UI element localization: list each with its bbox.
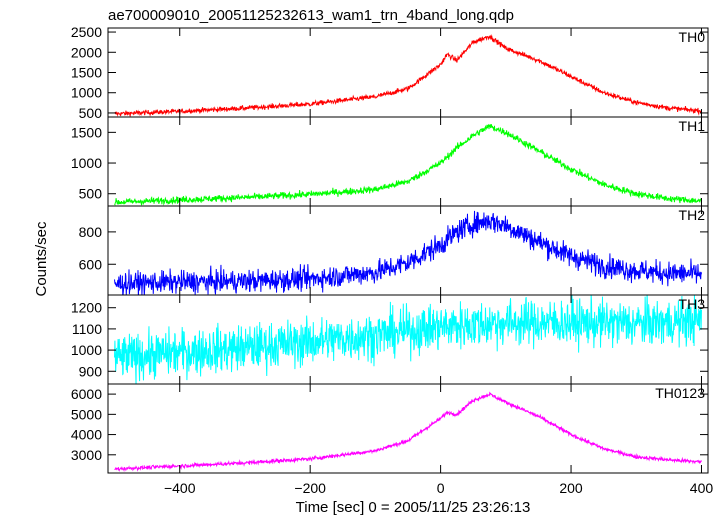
chart-title: ae700009010_20051125232613_wam1_trn_4ban… xyxy=(108,7,514,24)
y-tick-label: 1000 xyxy=(71,85,102,101)
x-tick-label: 0 xyxy=(437,480,445,496)
y-tick-label: 500 xyxy=(79,186,103,202)
y-tick-label: 5000 xyxy=(71,406,102,422)
y-tick-label: 1100 xyxy=(72,321,102,337)
panel-frame xyxy=(107,27,709,118)
y-tick-label: 900 xyxy=(79,363,103,379)
series-line-th3 xyxy=(114,295,702,384)
series-line-th0123 xyxy=(114,391,702,473)
panel-th3: 900 1000 1100 1200 TH3 xyxy=(71,294,709,385)
series-line-th0 xyxy=(114,34,702,117)
series-line-th2 xyxy=(114,210,702,295)
y-tick-label: 600 xyxy=(79,256,103,272)
y-tick-label: 1000 xyxy=(71,155,102,171)
x-tick-label: −200 xyxy=(294,480,326,496)
y-axis-label: Counts/sec xyxy=(33,221,50,297)
panel-label: TH3 xyxy=(679,296,706,312)
panel-label: TH0123 xyxy=(655,385,705,401)
panel-label: TH0 xyxy=(679,29,706,45)
panel-th1: 500 1000 1500 TH1 xyxy=(71,116,709,207)
y-tick-label: 800 xyxy=(79,224,103,240)
y-tick-label: 2500 xyxy=(71,24,102,40)
panel-th0: 500 1000 1500 2000 2500 TH0 xyxy=(71,24,709,121)
y-tick-label: 500 xyxy=(79,105,103,121)
y-tick-label: 1000 xyxy=(71,342,102,358)
y-tick-label: 1500 xyxy=(71,124,102,140)
panel-frame xyxy=(107,294,709,385)
panels-group: 500 1000 1500 2000 2500 TH0 500 1000 1500 TH1 600 8… xyxy=(71,24,709,474)
x-tick-label: −400 xyxy=(164,480,196,496)
x-tick-label: 200 xyxy=(559,480,583,496)
x-tick-labels: −400 −200 0 200 400 xyxy=(164,480,713,496)
y-tick-label: 4000 xyxy=(71,427,102,443)
panel-frame xyxy=(107,116,709,207)
panel-label: TH2 xyxy=(679,207,706,223)
panel-th2: 600 800 TH2 xyxy=(79,205,709,296)
x-tick-label: 400 xyxy=(690,480,714,496)
series-line-th1 xyxy=(114,123,702,206)
panel-frame xyxy=(107,383,709,474)
x-axis-label: Time [sec] 0 = 2005/11/25 23:26:13 xyxy=(296,499,531,516)
y-tick-label: 6000 xyxy=(71,386,102,402)
y-tick-label: 2000 xyxy=(71,44,102,60)
panel-label: TH1 xyxy=(679,118,706,134)
y-tick-label: 1200 xyxy=(71,300,102,316)
y-tick-label: 3000 xyxy=(71,447,102,463)
y-tick-label: 1500 xyxy=(71,65,102,81)
panel-th0123: 3000 4000 5000 6000 TH0123 xyxy=(71,383,709,474)
